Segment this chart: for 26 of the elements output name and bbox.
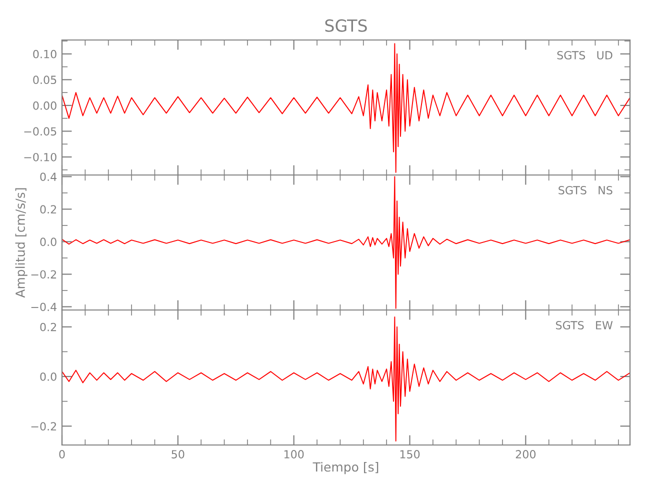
y-tick-label: −0.2	[31, 422, 56, 431]
y-tick-label: 0.00	[33, 101, 56, 110]
annotation: SGTS NS	[558, 186, 612, 194]
y-tick-label: 0.4	[40, 172, 57, 182]
x-tick-label: 200	[516, 450, 536, 458]
x-tick-label: 150	[400, 450, 420, 458]
y-tick-label: 0.2	[40, 322, 56, 332]
y-tick-label: −0.10	[24, 152, 56, 162]
x-axis-title: Tiempo [s]	[312, 462, 378, 474]
y-tick-label: 0.0	[40, 372, 56, 381]
line-series	[62, 316, 630, 442]
chart-title: SGTS	[325, 19, 367, 32]
x-tick-label: 100	[284, 450, 304, 458]
y-tick-label: −0.2	[31, 270, 56, 279]
y-axis-title: Amplitud [cm/s/s]	[15, 188, 28, 298]
y-tick-label: −0.05	[24, 127, 56, 136]
y-tick-label: 0.2	[40, 205, 56, 214]
x-tick-label: 50	[172, 450, 184, 458]
line-series	[62, 43, 630, 173]
y-tick-label: 0.05	[33, 76, 56, 84]
y-tick-label: 0.10	[33, 50, 56, 58]
y-tick-label: 0.0	[40, 238, 56, 246]
x-tick-label: 0	[59, 450, 65, 458]
y-tick-label: −0.4	[31, 302, 57, 312]
annotation: SGTS UD	[557, 51, 612, 60]
annotation: SGTS EW	[556, 321, 613, 330]
